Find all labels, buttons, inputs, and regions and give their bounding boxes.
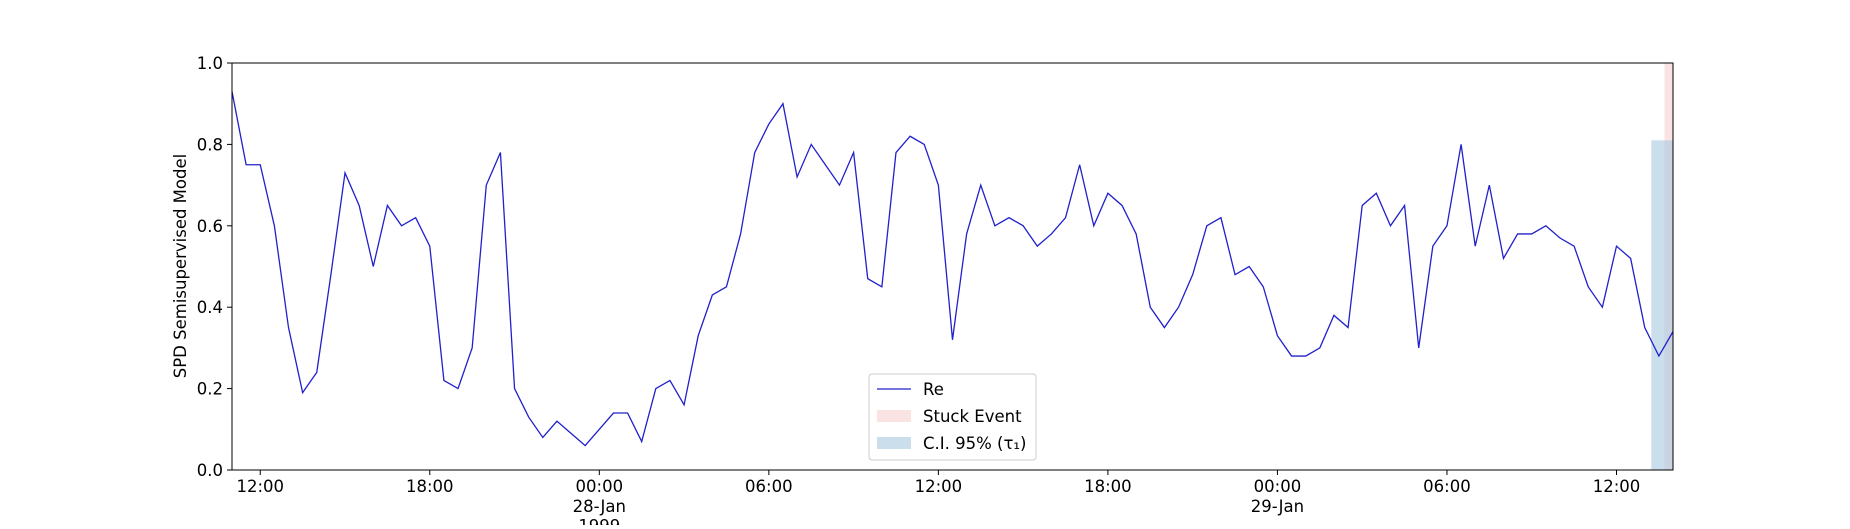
y-axis-label: SPD Semisupervised Model [171,154,190,378]
plot-frame [231,62,1674,471]
x-tick-label: 18:00 [1084,477,1132,496]
x-tick-label: 00:00 29-Jan [1251,477,1304,516]
span [1651,140,1673,470]
x-tick-label: 12:00 [236,477,284,496]
legend-label: Re [923,380,944,399]
line [231,91,1674,447]
y-tick-label: 1.0 [197,54,223,73]
y-tick-label: 0.6 [197,217,223,236]
y-tick-label: 0.0 [197,461,223,480]
x-tick-label: 18:00 [406,477,454,496]
legend-label: C.I. 95% (τ₁) [923,434,1026,453]
legend-swatch [877,437,911,449]
legend-swatch [877,410,911,422]
y-tick-label: 0.2 [197,380,223,399]
legend-label: Stuck Event [923,407,1022,426]
x-tick-label: 06:00 [745,477,793,496]
y-tick-label: 0.8 [197,135,223,154]
x-tick-label: 06:00 [1423,477,1471,496]
y-tick-label: 0.4 [197,298,223,317]
x-tick-label: 12:00 [1593,477,1641,496]
x-tick-label: 12:00 [915,477,963,496]
